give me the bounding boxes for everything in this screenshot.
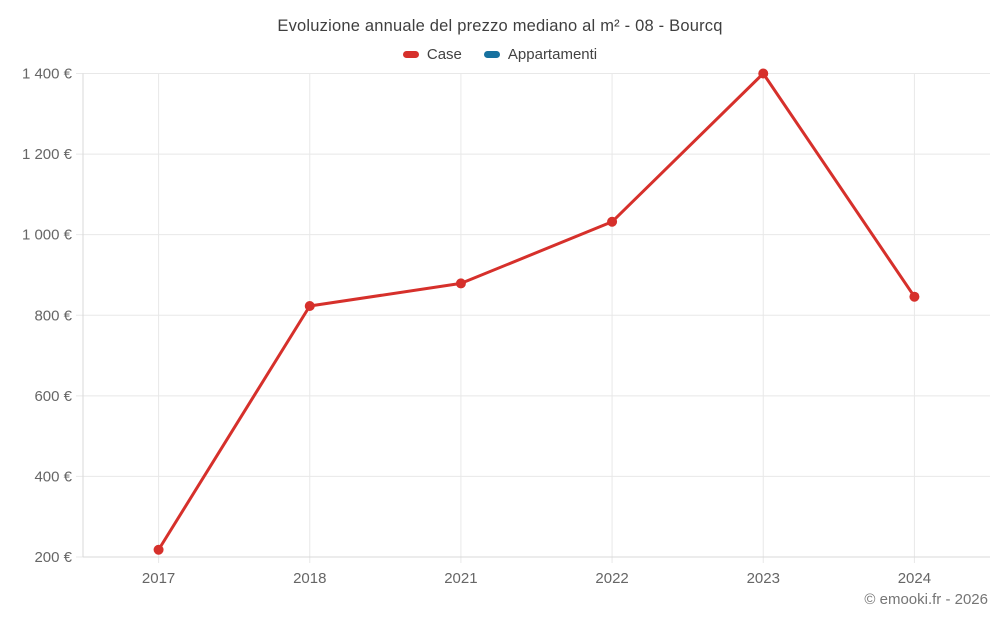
data-point[interactable] bbox=[455, 278, 466, 289]
legend-label-appartamenti: Appartamenti bbox=[507, 46, 598, 63]
x-tick-label: 2017 bbox=[142, 570, 175, 587]
y-tick-label: 400 € bbox=[34, 468, 72, 485]
series-line bbox=[157, 72, 916, 552]
legend-item-appartamenti[interactable]: Appartamenti bbox=[483, 46, 598, 63]
tick-labels: 200 € 400 € 600 € 800 € 1 000 € 1 200 € 1 400 … bbox=[22, 66, 931, 588]
series-case bbox=[153, 68, 920, 555]
legend-item-case[interactable]: Case bbox=[402, 46, 462, 63]
case-series-swatch-icon bbox=[402, 51, 419, 58]
appartamenti-series-swatch-icon bbox=[483, 51, 500, 58]
y-tick-label: 800 € bbox=[34, 307, 72, 324]
data-point[interactable] bbox=[607, 216, 618, 227]
y-tick-label: 600 € bbox=[34, 388, 72, 405]
footer-credit: © emooki.fr - 2026 bbox=[864, 591, 988, 608]
x-tick-label: 2021 bbox=[444, 570, 477, 587]
x-tick-label: 2022 bbox=[595, 570, 628, 587]
chart-title: Evoluzione annuale del prezzo mediano al… bbox=[277, 17, 723, 35]
x-tick-label: 2024 bbox=[898, 570, 931, 587]
x-tick-label: 2018 bbox=[293, 570, 326, 587]
legend: Case Appartamenti bbox=[0, 46, 1000, 63]
data-point[interactable] bbox=[153, 544, 164, 555]
data-point[interactable] bbox=[304, 300, 315, 311]
gridlines bbox=[76, 73, 990, 563]
y-tick-label: 1 000 € bbox=[22, 227, 73, 244]
data-point[interactable] bbox=[758, 68, 769, 79]
x-tick-label: 2023 bbox=[747, 570, 780, 587]
axes bbox=[82, 73, 990, 558]
legend-label-case: Case bbox=[426, 46, 462, 63]
y-tick-label: 1 200 € bbox=[22, 146, 73, 163]
y-tick-label: 200 € bbox=[34, 549, 72, 566]
y-tick-label: 1 400 € bbox=[22, 66, 73, 83]
data-point[interactable] bbox=[909, 291, 920, 302]
